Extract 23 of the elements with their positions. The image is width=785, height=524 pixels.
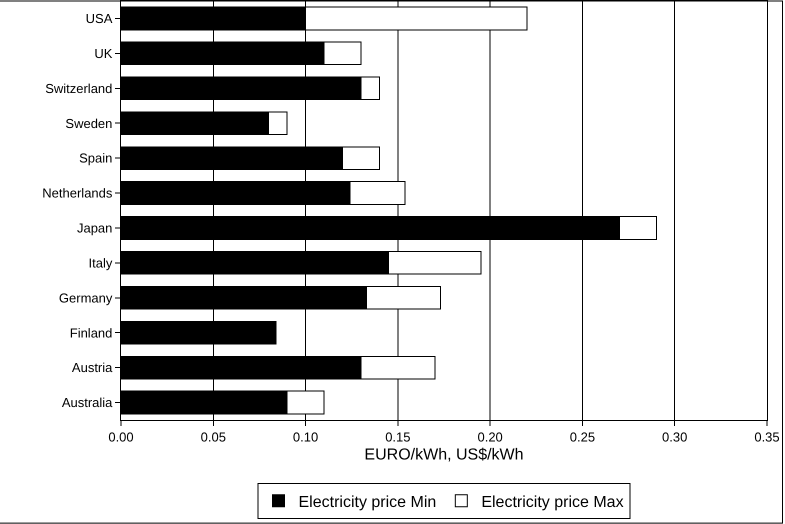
y-tick-label: USA [86,11,113,26]
x-axis-title: EURO/kWh, US$/kWh [364,446,524,464]
y-tick-label: UK [94,46,113,61]
x-tick-label: 0.20 [477,430,503,445]
x-tick-label: 0.15 [385,430,411,445]
x-tick-label: 0.25 [570,430,596,445]
y-tick-label: Australia [62,395,114,410]
legend-label: Electricity price Min [298,494,436,511]
y-tick-label: Austria [72,360,114,376]
x-tick-label: 0.30 [662,430,688,445]
legend-label: Electricity price Max [481,494,624,511]
y-tick-label: Germany [58,290,113,306]
y-tick-label: Spain [79,150,112,166]
x-tick-label: 0.05 [200,430,226,445]
y-tick-label: Switzerland [45,80,112,96]
y-tick-label: Italy [88,255,113,270]
y-tick-label: Netherlands [42,186,113,201]
y-tick-label: Finland [70,325,112,340]
x-tick-label: 0.10 [292,430,318,445]
y-tick-label: Japan [76,220,112,236]
x-tick-label: 0.00 [108,430,134,445]
y-tick-label: Sweden [65,116,112,131]
x-tick-label: 0.35 [754,430,780,445]
